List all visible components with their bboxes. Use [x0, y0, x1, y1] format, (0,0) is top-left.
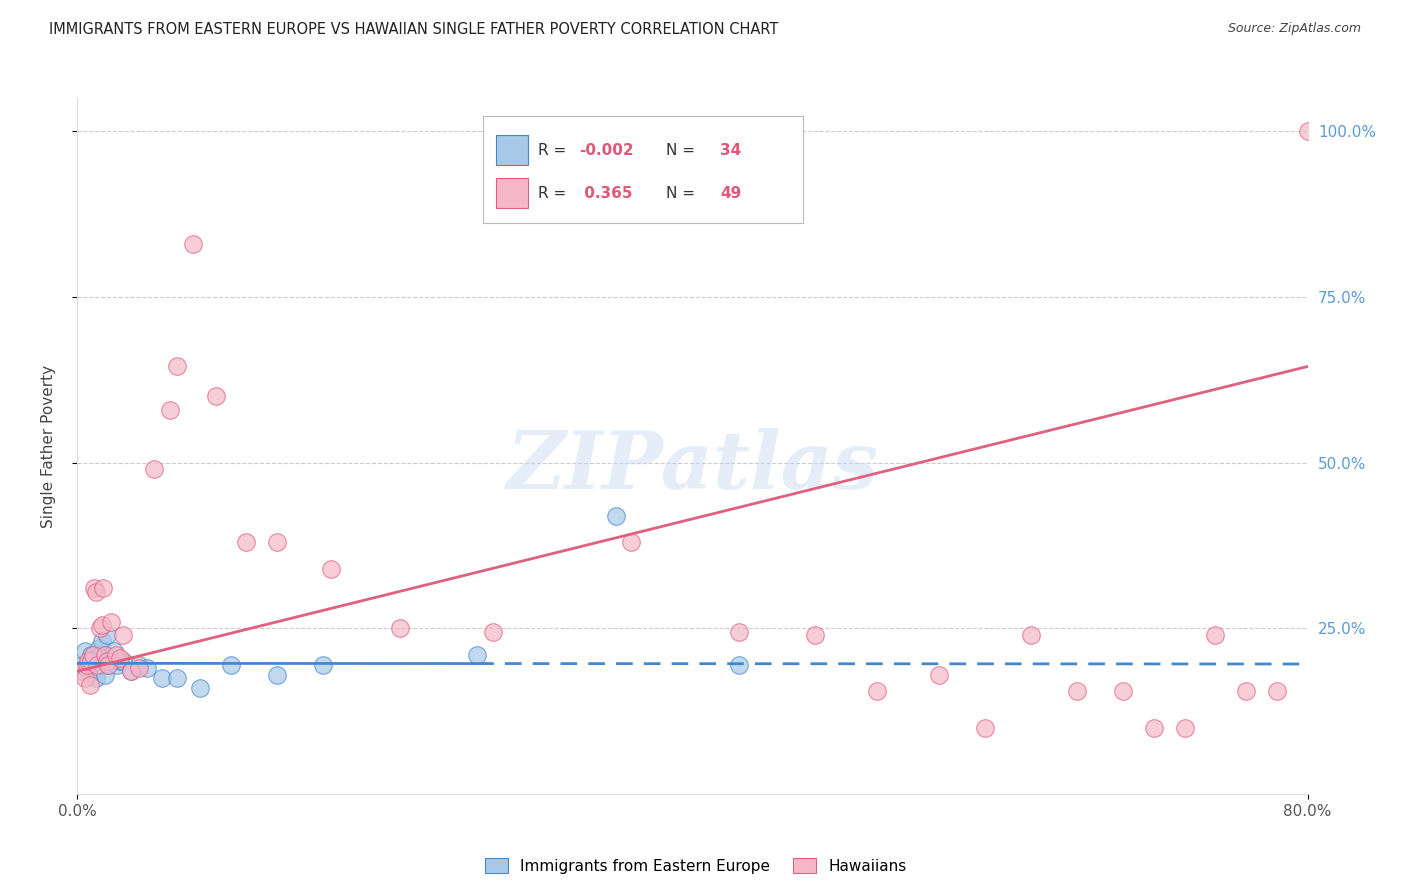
- Point: [266, 667, 288, 681]
- Point: [83, 665, 105, 679]
- Point: [1204, 628, 1226, 642]
- Point: [93, 657, 115, 672]
- Point: [128, 657, 150, 672]
- Point: [727, 657, 749, 672]
- Point: [93, 582, 115, 596]
- Text: 49: 49: [720, 186, 741, 201]
- Point: [120, 665, 142, 679]
- Point: [86, 654, 108, 668]
- Point: [166, 359, 188, 374]
- Point: [135, 661, 157, 675]
- Point: [143, 462, 166, 476]
- Point: [1019, 628, 1042, 642]
- Point: [105, 657, 128, 672]
- Point: [804, 628, 827, 642]
- Text: 0.365: 0.365: [579, 186, 633, 201]
- Point: [84, 671, 107, 685]
- Point: [389, 621, 412, 635]
- Point: [76, 657, 98, 672]
- Text: N =: N =: [665, 143, 700, 158]
- Point: [80, 648, 103, 662]
- Point: [204, 389, 226, 403]
- Point: [1234, 684, 1257, 698]
- Point: [82, 657, 104, 672]
- Point: [89, 621, 111, 635]
- Point: [97, 657, 120, 672]
- Point: [973, 721, 995, 735]
- Point: [235, 535, 257, 549]
- Point: [1174, 721, 1197, 735]
- Point: [481, 624, 503, 639]
- Point: [100, 654, 122, 668]
- Point: [319, 561, 342, 575]
- Point: [89, 648, 111, 662]
- Point: [181, 236, 204, 251]
- Point: [90, 618, 114, 632]
- Point: [87, 641, 110, 656]
- Point: [76, 661, 98, 675]
- Point: [1296, 124, 1319, 138]
- Point: [866, 684, 889, 698]
- Point: [70, 665, 93, 679]
- Point: [96, 628, 118, 642]
- Point: [96, 654, 118, 668]
- Text: R =: R =: [537, 186, 571, 201]
- Point: [77, 654, 100, 668]
- Legend: Immigrants from Eastern Europe, Hawaiians: Immigrants from Eastern Europe, Hawaiian…: [479, 852, 912, 880]
- FancyBboxPatch shape: [496, 135, 529, 165]
- Text: R =: R =: [537, 143, 571, 158]
- Point: [110, 654, 132, 668]
- Point: [1143, 721, 1166, 735]
- Point: [84, 584, 107, 599]
- Point: [312, 657, 335, 672]
- Text: IMMIGRANTS FROM EASTERN EUROPE VS HAWAIIAN SINGLE FATHER POVERTY CORRELATION CHA: IMMIGRANTS FROM EASTERN EUROPE VS HAWAII…: [49, 22, 779, 37]
- Point: [219, 657, 242, 672]
- Point: [112, 654, 135, 668]
- Y-axis label: Single Father Poverty: Single Father Poverty: [42, 365, 56, 527]
- Point: [266, 535, 288, 549]
- Point: [82, 648, 104, 662]
- Point: [86, 657, 108, 672]
- Point: [90, 634, 114, 648]
- Point: [166, 671, 188, 685]
- Point: [150, 671, 173, 685]
- Point: [465, 648, 488, 662]
- Text: -0.002: -0.002: [579, 143, 634, 158]
- Point: [159, 402, 181, 417]
- Text: ZIPatlas: ZIPatlas: [506, 428, 879, 506]
- Text: Source: ZipAtlas.com: Source: ZipAtlas.com: [1227, 22, 1361, 36]
- Point: [70, 657, 93, 672]
- Point: [928, 667, 950, 681]
- Point: [73, 644, 96, 658]
- Point: [103, 644, 125, 658]
- Point: [605, 508, 627, 523]
- Point: [104, 648, 127, 662]
- Point: [1327, 684, 1350, 698]
- Point: [1312, 124, 1334, 138]
- Point: [110, 651, 132, 665]
- Point: [112, 628, 135, 642]
- Point: [620, 535, 643, 549]
- Point: [188, 681, 212, 695]
- Point: [77, 665, 100, 679]
- Text: 34: 34: [720, 143, 741, 158]
- Point: [79, 654, 101, 668]
- Point: [94, 667, 117, 681]
- Point: [97, 657, 120, 672]
- Point: [1066, 684, 1088, 698]
- Point: [100, 615, 122, 629]
- Point: [80, 654, 103, 668]
- Point: [1112, 684, 1135, 698]
- Text: N =: N =: [665, 186, 700, 201]
- Point: [79, 677, 101, 691]
- FancyBboxPatch shape: [496, 178, 529, 208]
- Point: [727, 624, 749, 639]
- Point: [73, 671, 96, 685]
- Point: [120, 665, 142, 679]
- Point: [94, 648, 117, 662]
- Point: [128, 661, 150, 675]
- Point: [1265, 684, 1288, 698]
- Point: [83, 582, 105, 596]
